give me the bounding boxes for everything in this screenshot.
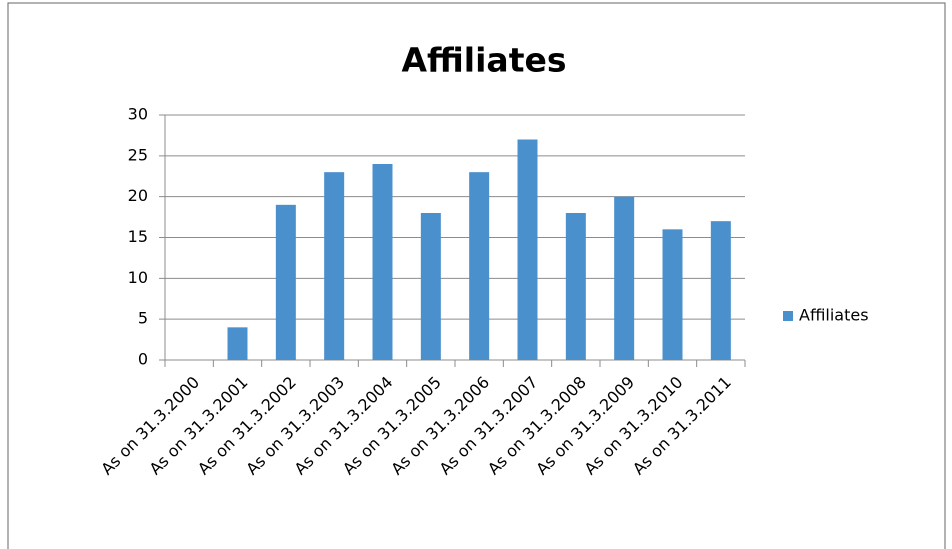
y-tick-label: 10 [128,268,148,287]
bar [710,221,731,360]
y-tick-label: 5 [138,309,148,328]
y-tick-label: 25 [128,145,148,164]
bar [614,196,635,360]
y-tick-label: 30 [128,105,148,124]
bar [662,229,683,360]
bar [324,172,345,360]
legend-swatch [783,311,793,321]
bar [420,213,441,360]
y-tick-label: 15 [128,227,148,246]
bar [275,204,296,360]
y-tick-label: 20 [128,186,148,205]
legend-label: Affiliates [799,306,869,325]
chart-title: Affiliates [401,41,566,80]
y-tick-label: 0 [138,350,148,369]
bar [517,139,538,360]
bar [469,172,490,360]
bar [227,327,248,360]
bar [565,213,586,360]
bar [372,164,393,360]
